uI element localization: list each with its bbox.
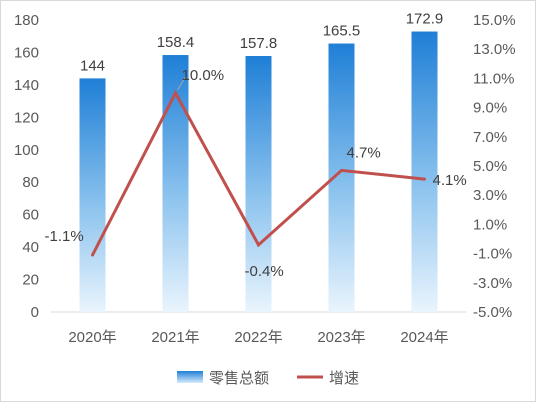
left-tick-label: 120 <box>14 109 39 126</box>
line-point <box>340 168 343 172</box>
bar <box>79 78 106 313</box>
right-axis: -5.0% -3.0% -1.0% 1.0% 3.0% 5.0% 7.0% 9.0% 11.0%… <box>473 12 516 321</box>
bar-value-label: 158.4 <box>157 34 195 51</box>
right-tick-label: 3.0% <box>473 187 507 204</box>
bar-data-labels: 144 158.4 157.8 165.5 172.9 <box>80 11 443 75</box>
line-value-label: 4.7% <box>347 144 381 161</box>
legend-label-bar: 零售总额 <box>209 369 269 387</box>
left-tick-label: 140 <box>14 77 39 94</box>
line-point <box>423 177 426 181</box>
line-data-labels: -1.1% 10.0% -0.4% 4.7% 4.1% <box>45 67 467 280</box>
right-tick-label: 9.0% <box>473 100 507 117</box>
legend: 零售总额 增速 <box>177 369 359 387</box>
right-tick-label: -5.0% <box>473 304 512 321</box>
right-tick-label: 15.0% <box>473 12 516 29</box>
left-tick-label: 40 <box>22 239 39 256</box>
x-tick-label: 2024年 <box>400 329 448 346</box>
bar <box>245 56 272 312</box>
line-point <box>174 91 177 95</box>
line-value-label: 10.0% <box>182 67 225 84</box>
line-value-label: -0.4% <box>245 263 284 280</box>
x-axis: 2020年 2021年 2022年 2023年 2024年 <box>68 329 448 346</box>
left-axis: 0 20 40 60 80 100 120 140 160 180 <box>14 12 39 321</box>
x-tick-label: 2020年 <box>68 329 116 346</box>
line-value-label: 4.1% <box>433 172 467 189</box>
bar-value-label: 144 <box>80 57 105 74</box>
line-point <box>91 253 94 257</box>
right-tick-label: 5.0% <box>473 158 507 175</box>
bar <box>411 31 438 312</box>
bar-value-label: 157.8 <box>240 35 278 52</box>
left-tick-label: 60 <box>22 207 39 224</box>
left-tick-label: 180 <box>14 12 39 29</box>
bar <box>162 55 189 312</box>
bar-series <box>79 31 438 313</box>
left-tick-label: 0 <box>31 304 39 321</box>
left-tick-label: 80 <box>22 174 39 191</box>
right-tick-label: 13.0% <box>473 41 516 58</box>
x-tick-label: 2023年 <box>317 329 365 346</box>
bar-value-label: 165.5 <box>323 23 361 40</box>
left-tick-label: 160 <box>14 44 39 61</box>
right-tick-label: 11.0% <box>473 70 514 87</box>
right-tick-label: -1.0% <box>473 246 512 263</box>
label-leader-line <box>177 76 186 91</box>
line-value-label: -1.1% <box>45 228 84 245</box>
line-series <box>91 89 426 257</box>
legend-swatch-bar <box>177 371 203 383</box>
bar-value-label: 172.9 <box>406 11 444 28</box>
x-tick-label: 2022年 <box>234 329 282 346</box>
x-tick-label: 2021年 <box>151 329 199 346</box>
left-tick-label: 100 <box>14 142 39 159</box>
right-tick-label: -3.0% <box>473 275 512 292</box>
left-tick-label: 20 <box>22 272 39 289</box>
legend-label-line: 增速 <box>329 369 359 387</box>
right-tick-label: 7.0% <box>473 129 507 146</box>
right-tick-label: 1.0% <box>473 216 507 233</box>
line-point <box>257 243 260 247</box>
